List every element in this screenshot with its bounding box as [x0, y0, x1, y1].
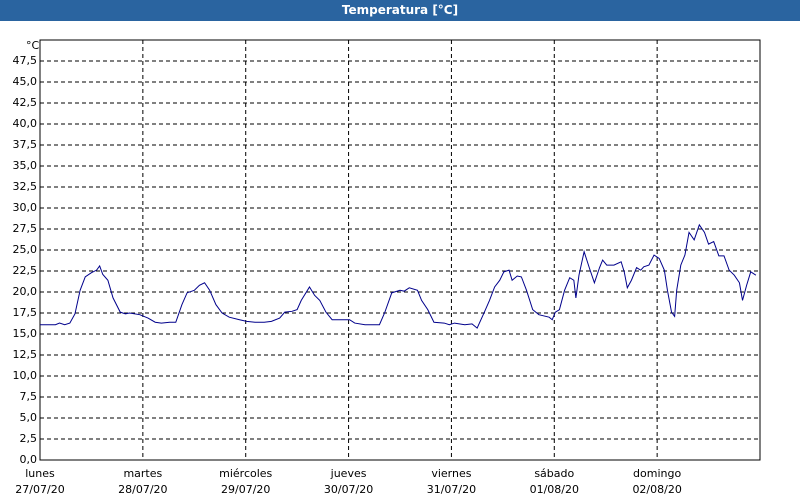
y-tick-label: 22,5	[13, 264, 38, 277]
window-title: Temperatura [°C]	[0, 0, 800, 21]
x-tick-date: 28/07/20	[118, 483, 167, 496]
y-tick-label: 15,0	[13, 327, 38, 340]
x-tick-label: jueves	[330, 467, 367, 480]
y-tick-label: 5,0	[20, 411, 38, 424]
y-tick-label: 45,0	[13, 75, 38, 88]
y-tick-label: 7,5	[20, 390, 38, 403]
x-tick-date: 29/07/20	[221, 483, 270, 496]
x-tick-label: miércoles	[219, 467, 272, 480]
y-tick-label: 0,0	[20, 453, 38, 466]
y-unit: °C	[26, 39, 40, 52]
y-tick-label: 32,5	[13, 180, 38, 193]
x-tick-label: martes	[123, 467, 162, 480]
y-tick-label: 25,0	[13, 243, 38, 256]
y-tick-label: 27,5	[13, 222, 38, 235]
x-tick-date: 01/08/20	[530, 483, 579, 496]
y-tick-label: 37,5	[13, 138, 38, 151]
x-tick-label: lunes	[25, 467, 55, 480]
x-tick-label: viernes	[431, 467, 471, 480]
x-tick-date: 30/07/20	[324, 483, 373, 496]
y-tick-label: 42,5	[13, 96, 38, 109]
y-tick-label: 2,5	[20, 432, 38, 445]
x-tick-date: 27/07/20	[15, 483, 64, 496]
temperature-line	[40, 223, 757, 329]
y-tick-label: 17,5	[13, 306, 38, 319]
y-tick-label: 47,5	[13, 54, 38, 67]
x-tick-label: domingo	[633, 467, 681, 480]
y-tick-label: 35,0	[13, 159, 38, 172]
plot-border	[39, 39, 761, 461]
y-tick-label: 10,0	[13, 369, 38, 382]
x-tick-date: 02/08/20	[632, 483, 681, 496]
y-tick-label: 20,0	[13, 285, 38, 298]
y-tick-label: 30,0	[13, 201, 38, 214]
y-tick-label: 40,0	[13, 117, 38, 130]
x-tick-date: 31/07/20	[427, 483, 476, 496]
y-tick-label: 12,5	[13, 348, 38, 361]
x-tick-label: sábado	[534, 467, 574, 480]
